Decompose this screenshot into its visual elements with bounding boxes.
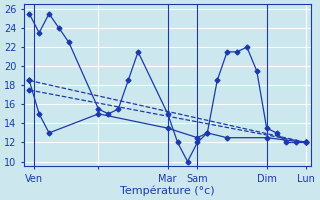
X-axis label: Température (°c): Température (°c) [120,185,215,196]
